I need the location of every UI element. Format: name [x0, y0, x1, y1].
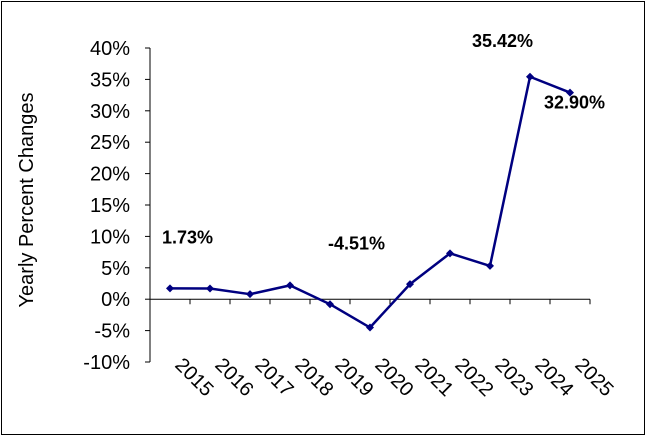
x-tick-label: 2025	[570, 354, 617, 401]
y-tick-label: 0%	[101, 289, 130, 311]
x-tick-label: 2023	[490, 354, 537, 401]
y-axis-label: Yearly Percent Changes	[16, 93, 38, 308]
x-tick-label: 2022	[450, 354, 497, 401]
x-tick-label: 2018	[290, 354, 337, 401]
data-point	[446, 249, 454, 258]
data-label: -4.51%	[328, 234, 385, 254]
x-tick-label: 2016	[210, 354, 257, 401]
x-tick-label: 2024	[530, 354, 577, 401]
data-point	[286, 281, 294, 290]
data-label: 35.42%	[472, 31, 533, 51]
series-line	[169, 75, 571, 329]
x-tick-label: 2020	[370, 354, 417, 401]
data-point	[486, 261, 494, 270]
y-tick-label: 25%	[90, 132, 130, 154]
data-point	[366, 323, 374, 332]
y-tick-label: 20%	[90, 164, 130, 186]
y-tick-label: -10%	[83, 352, 130, 374]
x-tick-label: 2015	[170, 354, 217, 401]
data-point	[526, 72, 534, 81]
y-tick-label: 10%	[90, 226, 130, 248]
y-tick-label: 40%	[90, 38, 130, 60]
y-tick-label: 30%	[90, 101, 130, 123]
x-tick-label: 2021	[410, 354, 457, 401]
data-point	[246, 290, 254, 299]
x-tick-label: 2017	[250, 354, 297, 401]
x-tick-label: 2019	[330, 354, 377, 401]
y-tick-label: 15%	[90, 195, 130, 217]
data-point	[566, 88, 574, 97]
data-label: 32.90%	[544, 93, 605, 113]
data-point	[406, 280, 414, 289]
data-point	[326, 300, 334, 309]
data-point	[206, 284, 214, 293]
y-tick-label: 5%	[101, 258, 130, 280]
data-point	[166, 284, 174, 293]
y-tick-label: -5%	[94, 321, 130, 343]
data-label: 1.73%	[162, 227, 213, 247]
y-tick-label: 35%	[90, 69, 130, 91]
